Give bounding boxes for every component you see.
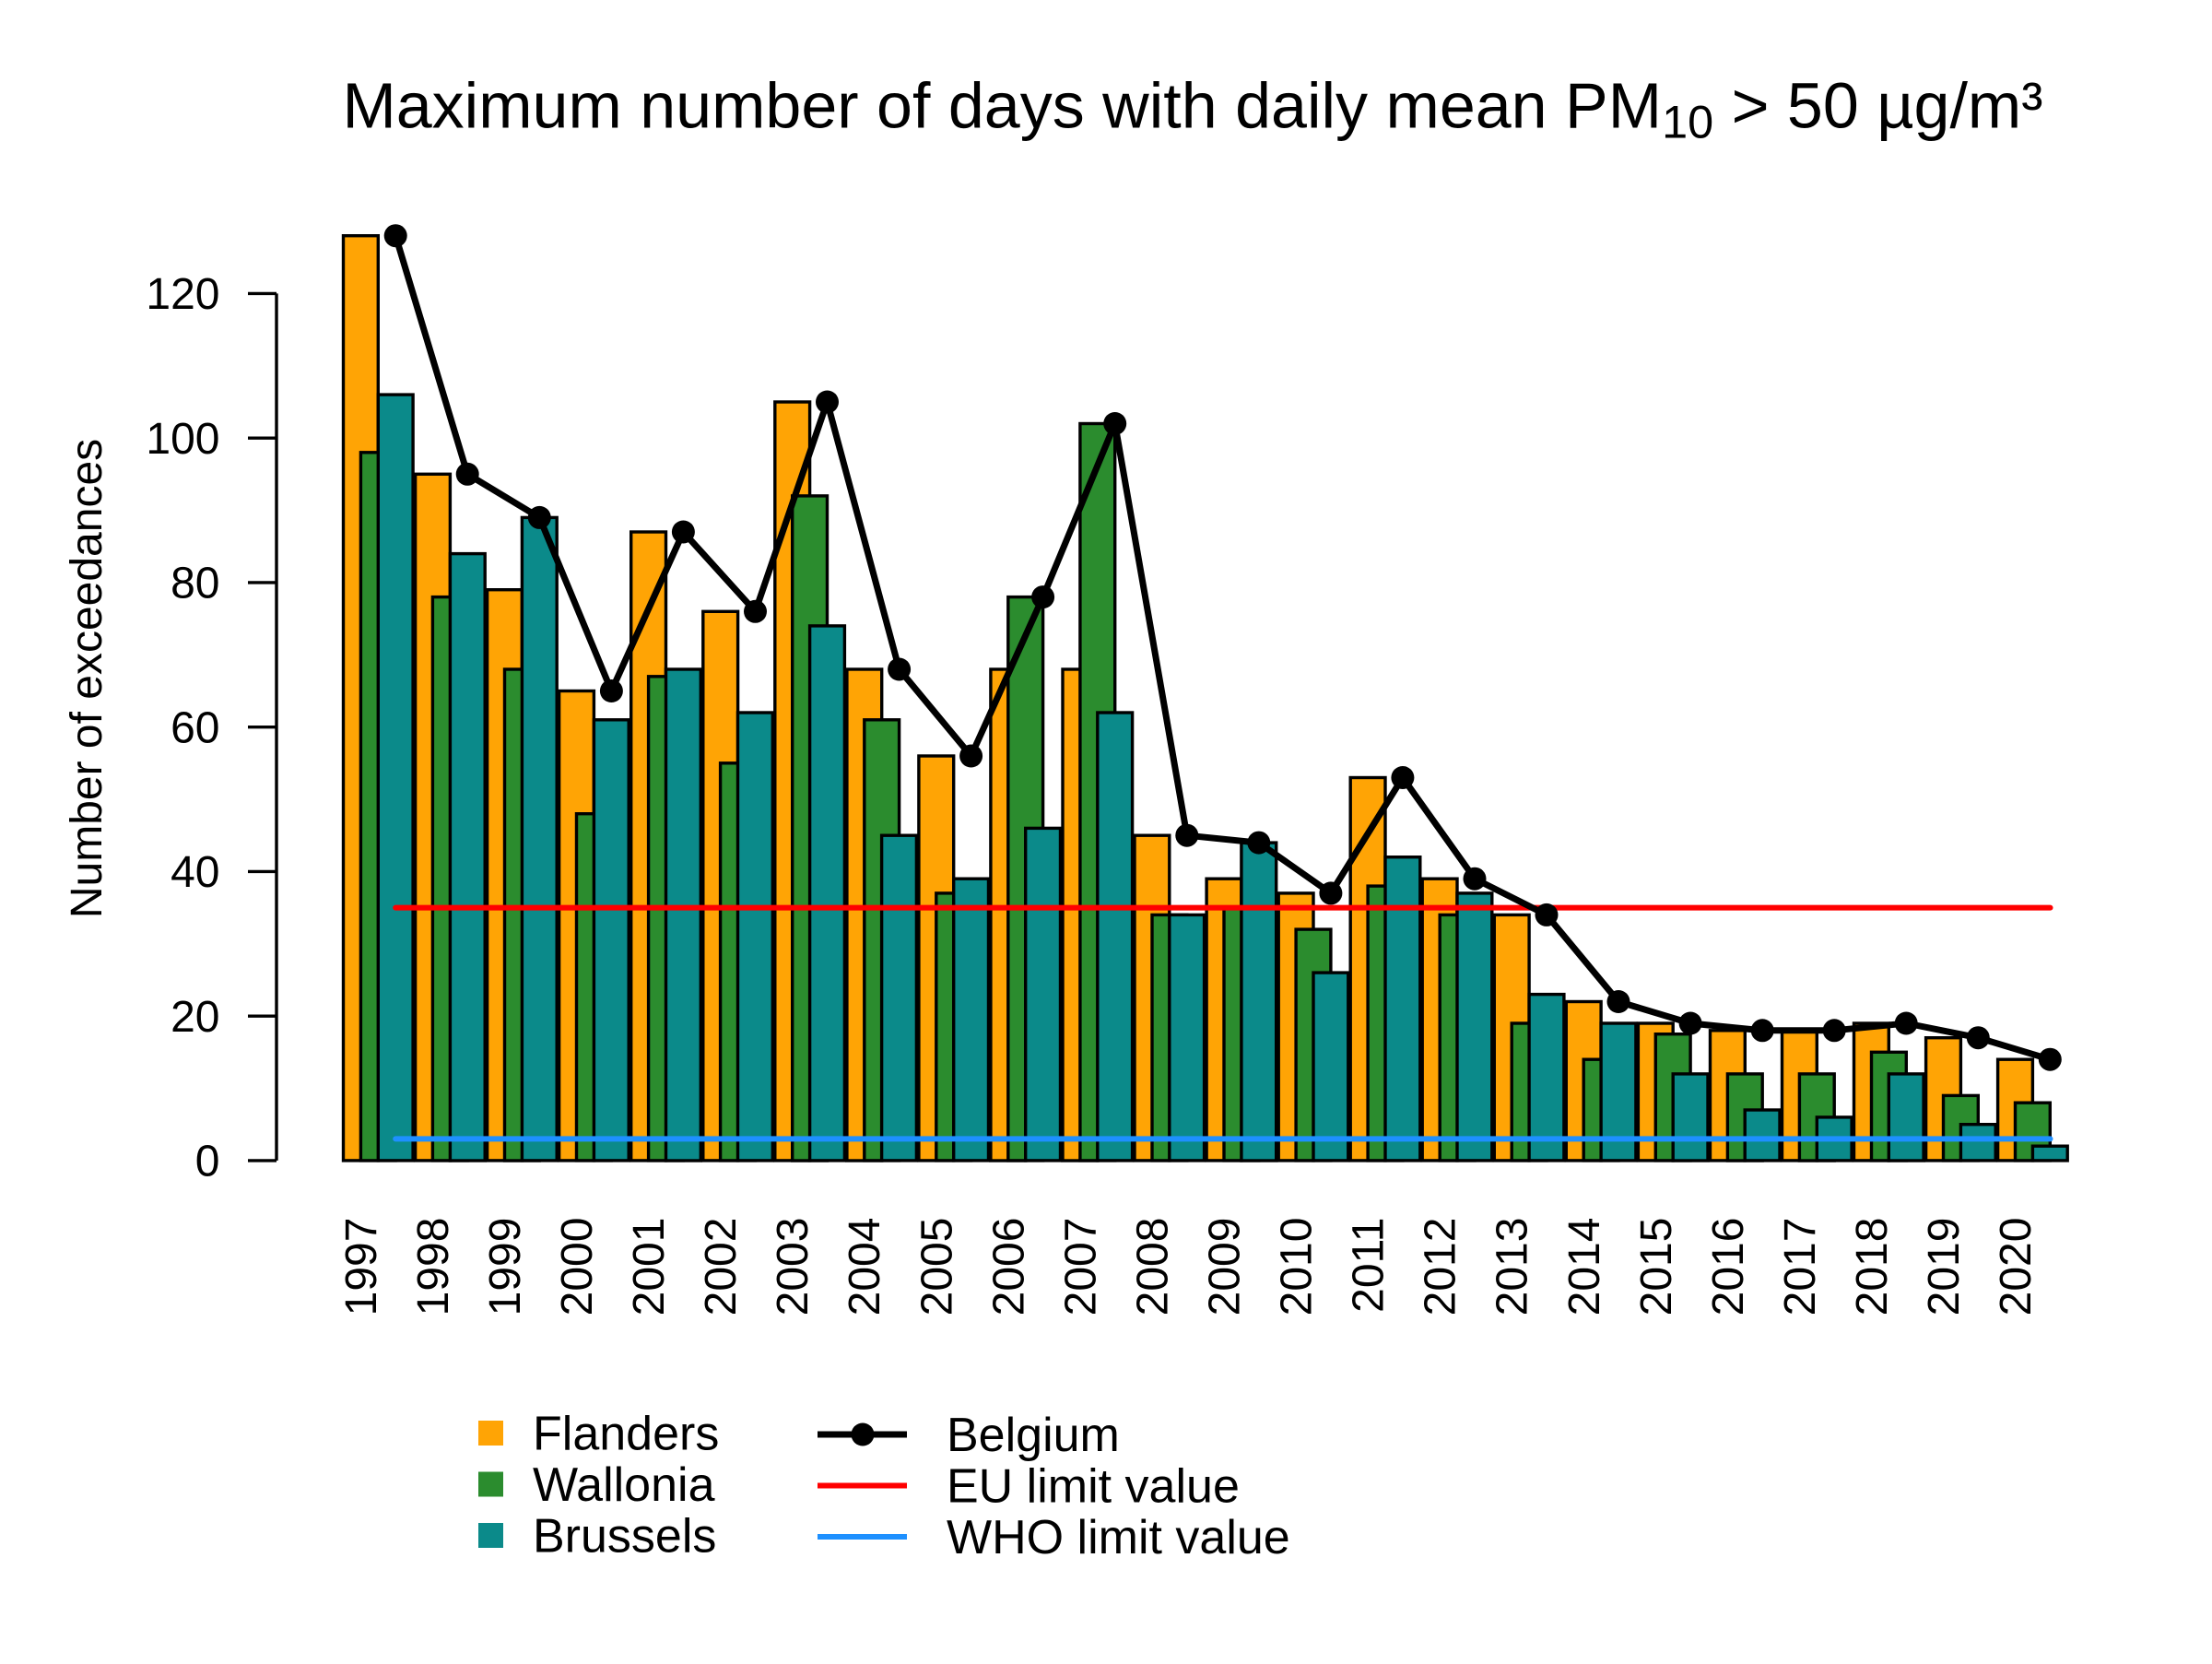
svg-text:2014: 2014 <box>1560 1218 1609 1316</box>
svg-text:Brussels: Brussels <box>533 1510 716 1564</box>
svg-text:2003: 2003 <box>769 1218 818 1316</box>
svg-text:40: 40 <box>171 848 219 897</box>
svg-text:1999: 1999 <box>481 1218 530 1316</box>
svg-text:2004: 2004 <box>841 1218 889 1316</box>
svg-text:2016: 2016 <box>1704 1218 1753 1316</box>
svg-text:2006: 2006 <box>984 1218 1033 1316</box>
svg-text:2001: 2001 <box>625 1218 674 1316</box>
svg-text:2010: 2010 <box>1273 1218 1322 1316</box>
svg-text:20: 20 <box>171 993 219 1042</box>
svg-text:2008: 2008 <box>1129 1218 1178 1316</box>
svg-text:100: 100 <box>146 415 219 464</box>
svg-text:1998: 1998 <box>409 1218 458 1316</box>
svg-text:80: 80 <box>171 560 219 608</box>
svg-text:2007: 2007 <box>1056 1218 1105 1316</box>
svg-text:Belgium: Belgium <box>947 1409 1120 1462</box>
svg-text:1997: 1997 <box>337 1218 386 1316</box>
svg-text:120: 120 <box>146 270 219 319</box>
svg-text:2012: 2012 <box>1417 1218 1465 1316</box>
svg-text:2015: 2015 <box>1632 1218 1681 1316</box>
svg-text:Flanders: Flanders <box>533 1408 719 1461</box>
svg-text:2018: 2018 <box>1848 1218 1897 1316</box>
svg-text:2019: 2019 <box>1920 1218 1969 1316</box>
svg-text:2013: 2013 <box>1488 1218 1537 1316</box>
svg-text:Number of exceedances: Number of exceedances <box>63 439 112 918</box>
svg-text:EU limit value: EU limit value <box>947 1460 1240 1514</box>
svg-text:2020: 2020 <box>1992 1218 2041 1316</box>
svg-text:2017: 2017 <box>1776 1218 1825 1316</box>
svg-text:2002: 2002 <box>697 1218 746 1316</box>
svg-text:Wallonia: Wallonia <box>533 1458 715 1512</box>
svg-text:2011: 2011 <box>1345 1218 1394 1313</box>
svg-text:0: 0 <box>195 1138 220 1186</box>
svg-text:Maximum number of days with da: Maximum number of days with daily mean P… <box>342 70 2042 148</box>
svg-text:2005: 2005 <box>912 1218 961 1316</box>
svg-text:2009: 2009 <box>1201 1218 1250 1316</box>
svg-text:WHO limit value: WHO limit value <box>947 1511 1290 1564</box>
svg-text:60: 60 <box>171 703 219 752</box>
svg-text:2000: 2000 <box>553 1218 602 1316</box>
